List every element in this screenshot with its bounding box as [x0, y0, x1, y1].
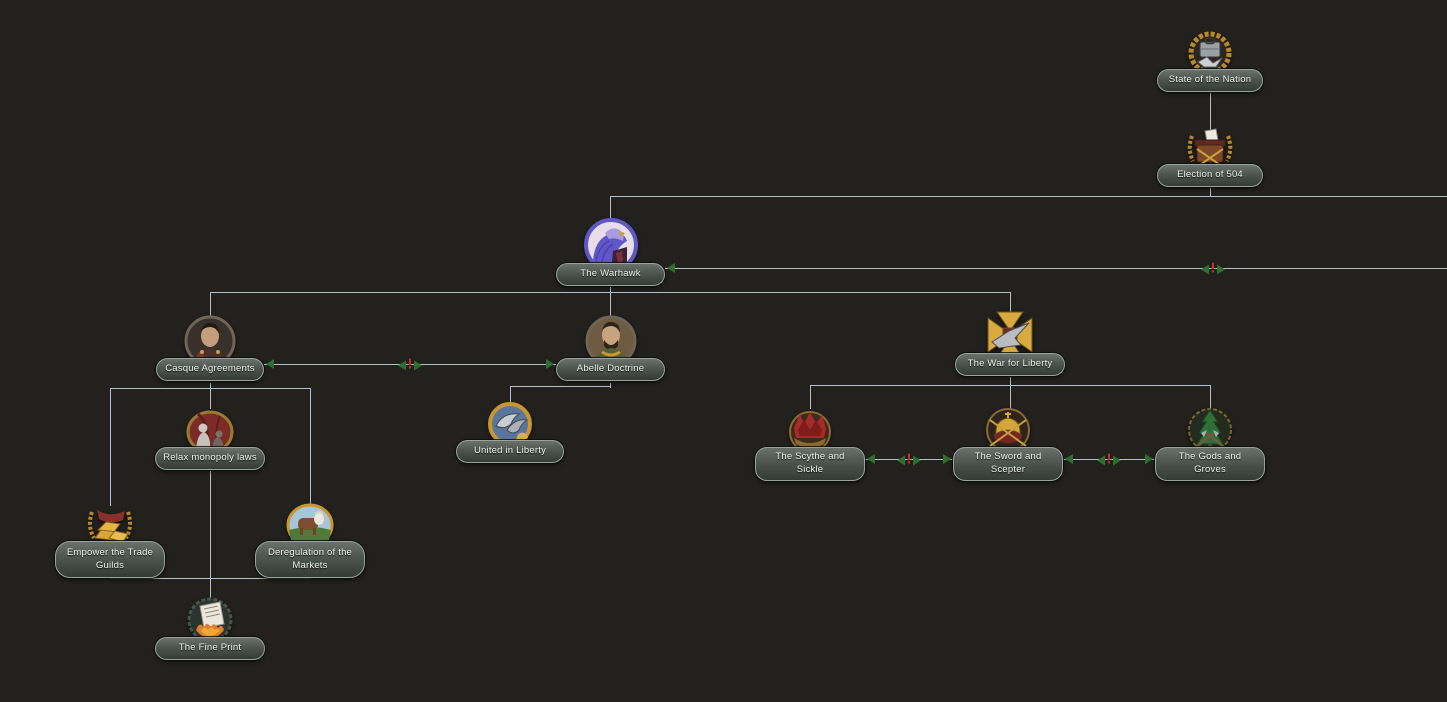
focus-node-the-warhawk[interactable]: The Warhawk — [556, 218, 665, 286]
focus-label: The War for Liberty — [955, 353, 1065, 376]
connector-line — [610, 196, 1447, 197]
crown-and-swords-icon — [982, 406, 1034, 454]
focus-node-the-war-for-liberty[interactable]: The War for Liberty — [955, 311, 1065, 376]
connector-line — [510, 386, 511, 406]
mutually-exclusive-marker: ! — [1201, 261, 1225, 277]
connector-line — [210, 388, 211, 409]
connector-line-exclusive — [665, 268, 1447, 269]
focus-node-state-of-the-nation[interactable]: State of the Nation — [1157, 31, 1263, 92]
connector-line — [610, 287, 611, 293]
exclusive-arrow-icon — [413, 360, 422, 370]
connector-line — [510, 386, 611, 387]
connector-line — [210, 383, 211, 389]
connector-line-exclusive — [1063, 459, 1155, 460]
focus-node-the-sword-and-scepter[interactable]: The Sword and Scepter — [953, 408, 1063, 481]
focus-node-relax-monopoly-laws[interactable]: Relax monopoly laws — [155, 410, 265, 470]
exclusive-arrow-icon — [1145, 454, 1153, 464]
focus-node-casque-agreements[interactable]: Casque Agreements — [156, 315, 264, 381]
red-banners-icon — [784, 408, 836, 454]
focus-node-united-in-liberty[interactable]: United in Liberty — [456, 402, 564, 463]
bull-market-icon — [284, 502, 336, 548]
connector-line — [210, 471, 211, 598]
connector-line — [210, 292, 211, 317]
connector-line — [1210, 186, 1211, 197]
exclamation-icon: ! — [1106, 452, 1112, 468]
connector-line-exclusive — [865, 459, 953, 460]
eagle-cross-medal-icon — [984, 310, 1036, 360]
exclusive-arrow-icon — [912, 455, 921, 465]
focus-node-the-fine-print[interactable]: The Fine Print — [155, 597, 265, 660]
exclusive-arrow-icon — [1065, 454, 1073, 464]
focus-node-deregulation-of-the-markets[interactable]: Deregulation of the Markets — [255, 503, 365, 578]
connector-line — [1010, 292, 1011, 313]
laurel-briefcase-icon — [1185, 30, 1235, 76]
connector-line — [1010, 385, 1011, 409]
exclusive-arrow-icon — [398, 360, 407, 370]
focus-label: State of the Nation — [1157, 69, 1263, 92]
mutually-exclusive-marker: ! — [1097, 452, 1121, 468]
exclamation-icon: ! — [906, 452, 912, 468]
exclusive-arrow-icon — [897, 455, 906, 465]
focus-node-the-gods-and-groves[interactable]: The Gods and Groves — [1155, 408, 1265, 481]
mutually-exclusive-marker: ! — [398, 357, 422, 373]
exclusive-arrow-icon — [943, 454, 951, 464]
focus-label: Abelle Doctrine — [556, 358, 665, 381]
focus-node-empower-the-trade-guilds[interactable]: Empower the Trade Guilds — [55, 510, 165, 578]
exclusive-arrow-icon — [667, 263, 675, 273]
focus-label: Empower the Trade Guilds — [55, 541, 165, 578]
connector-line — [310, 388, 311, 506]
focus-label: The Scythe and Sickle — [755, 447, 865, 481]
connector-line — [610, 196, 611, 220]
connector-line — [110, 388, 111, 506]
exclusive-arrow-icon — [1097, 455, 1106, 465]
connector-line — [610, 383, 611, 388]
focus-label: The Sword and Scepter — [953, 447, 1063, 481]
focus-label: The Fine Print — [155, 637, 265, 660]
focus-label: Election of 504 — [1157, 164, 1263, 187]
focus-node-abelle-doctrine[interactable]: Abelle Doctrine — [556, 315, 665, 381]
connector-line — [810, 385, 811, 409]
exclamation-icon: ! — [1210, 261, 1216, 277]
focus-label: The Warhawk — [556, 263, 665, 286]
connector-line — [1210, 385, 1211, 410]
ballot-box-icon — [1185, 127, 1235, 171]
focus-label: The Gods and Groves — [1155, 447, 1265, 481]
exclamation-icon: ! — [407, 357, 413, 373]
burning-contract-icon — [184, 596, 236, 644]
connector-line — [610, 292, 611, 316]
focus-node-the-scythe-and-sickle[interactable]: The Scythe and Sickle — [755, 411, 865, 481]
merchants-frame-icon — [184, 410, 236, 454]
focus-node-election-of-504[interactable]: Election of 504 — [1157, 128, 1263, 187]
focus-label: Casque Agreements — [156, 358, 264, 381]
connector-line — [1210, 91, 1211, 164]
exclusive-arrow-icon — [546, 359, 554, 369]
exclusive-arrow-icon — [1112, 455, 1121, 465]
exclusive-arrow-icon — [1201, 264, 1210, 274]
connector-line — [1010, 377, 1011, 386]
focus-label: United in Liberty — [456, 440, 564, 463]
exclusive-arrow-icon — [1216, 264, 1225, 274]
gold-bars-icon — [85, 504, 135, 548]
focus-label: Deregulation of the Markets — [255, 541, 365, 578]
focus-label: Relax monopoly laws — [155, 447, 265, 470]
mutually-exclusive-marker: ! — [897, 452, 921, 468]
exclusive-arrow-icon — [867, 454, 875, 464]
connector-line-exclusive — [264, 364, 556, 365]
exclusive-arrow-icon — [266, 359, 274, 369]
